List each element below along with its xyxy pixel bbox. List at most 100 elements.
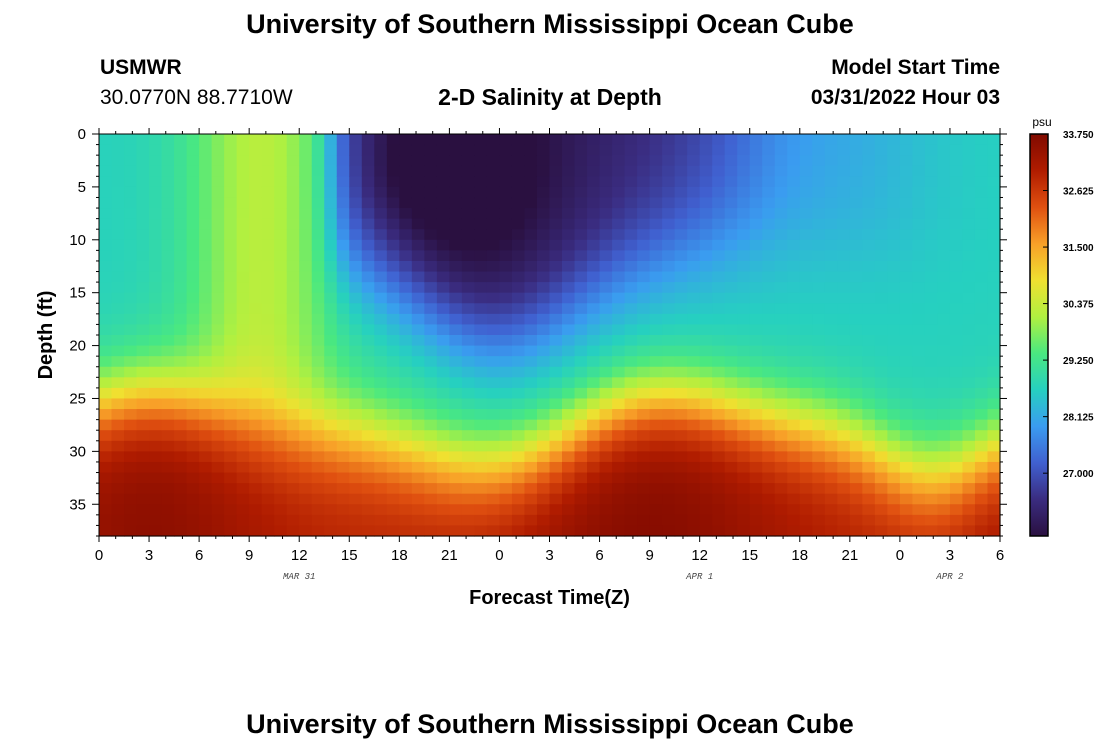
heatmap-cell — [824, 134, 838, 146]
heatmap-cell — [386, 366, 400, 378]
heatmap-cell — [699, 324, 713, 336]
heatmap-cell — [286, 218, 300, 230]
heatmap-cell — [336, 440, 350, 452]
heatmap-cell — [449, 461, 463, 474]
heatmap-cell — [424, 345, 438, 357]
heatmap-cell — [449, 229, 463, 241]
heatmap-cell — [374, 250, 388, 262]
heatmap-cell — [937, 493, 951, 505]
heatmap-cell — [712, 493, 726, 505]
heatmap-cell — [837, 430, 851, 442]
heatmap-cell — [411, 155, 425, 167]
heatmap-cell — [261, 208, 275, 220]
heatmap-cell — [136, 239, 150, 251]
heatmap-cell — [549, 144, 563, 156]
heatmap-cell — [136, 387, 150, 400]
heatmap-cell — [186, 398, 200, 410]
heatmap-cell — [624, 271, 638, 283]
heatmap-cell — [887, 155, 901, 167]
heatmap-cell — [687, 260, 701, 273]
heatmap-cell — [774, 356, 788, 368]
heatmap-cell — [674, 377, 688, 389]
heatmap-cell — [374, 271, 388, 283]
heatmap-cell — [574, 472, 588, 484]
heatmap-cell — [361, 451, 375, 463]
heatmap-cell — [687, 356, 701, 368]
heatmap-cell — [99, 504, 113, 516]
heatmap-cell — [274, 303, 288, 315]
heatmap-cell — [587, 208, 601, 220]
heatmap-cell — [299, 525, 313, 537]
heatmap-cell — [687, 313, 701, 326]
heatmap-cell — [461, 366, 476, 378]
heatmap-cell — [274, 409, 288, 421]
heatmap-cell — [912, 313, 926, 326]
heatmap-cell — [111, 430, 125, 442]
heatmap-cell — [674, 472, 688, 484]
heatmap-cell — [574, 155, 588, 167]
heatmap-cell — [311, 461, 325, 474]
heatmap-cell — [687, 514, 701, 527]
heatmap-cell — [899, 335, 913, 347]
heatmap-cell — [524, 186, 538, 199]
heatmap-cell — [511, 525, 526, 537]
heatmap-cell — [649, 525, 663, 537]
heatmap-cell — [461, 292, 476, 304]
heatmap-cell — [274, 335, 288, 347]
heatmap-cell — [186, 271, 200, 283]
heatmap-cell — [674, 144, 688, 156]
heatmap-cell — [336, 377, 350, 389]
heatmap-cell — [149, 144, 163, 156]
heatmap-cell — [199, 155, 213, 167]
heatmap-cell — [662, 451, 676, 463]
heatmap-cell — [899, 366, 913, 378]
heatmap-cell — [624, 144, 638, 156]
heatmap-cell — [499, 440, 513, 452]
heatmap-cell — [386, 208, 400, 220]
heatmap-cell — [324, 398, 338, 410]
heatmap-cell — [386, 409, 400, 421]
heatmap-cell — [849, 324, 863, 336]
heatmap-cell — [461, 472, 476, 484]
heatmap-cell — [124, 197, 138, 209]
heatmap-cell — [624, 525, 638, 537]
heatmap-cell — [124, 186, 138, 199]
heatmap-cell — [974, 144, 989, 156]
heatmap-cell — [261, 186, 275, 199]
heatmap-cell — [311, 335, 325, 347]
heatmap-cell — [562, 514, 576, 527]
heatmap-cell — [587, 419, 601, 431]
heatmap-cell — [136, 176, 150, 188]
heatmap-cell — [599, 271, 613, 283]
heatmap-cell — [949, 387, 964, 400]
heatmap-cell — [424, 472, 438, 484]
heatmap-cell — [962, 176, 976, 188]
heatmap-cell — [324, 197, 338, 209]
heatmap-cell — [837, 377, 851, 389]
heatmap-cell — [474, 483, 488, 495]
heatmap-cell — [749, 377, 763, 389]
heatmap-cell — [324, 345, 338, 357]
heatmap-cell — [599, 345, 613, 357]
heatmap-cell — [349, 271, 363, 283]
heatmap-cell — [286, 229, 300, 241]
heatmap-cell — [374, 282, 388, 294]
heatmap-cell — [724, 493, 738, 505]
heatmap-cell — [174, 229, 188, 241]
x-tick-label: 12 — [291, 547, 308, 564]
heatmap-cell — [261, 239, 275, 251]
heatmap-cell — [224, 377, 238, 389]
heatmap-cell — [336, 419, 350, 431]
heatmap-cell — [662, 165, 676, 177]
heatmap-cell — [274, 440, 288, 452]
heatmap-cell — [186, 356, 200, 368]
heatmap-cell — [449, 176, 463, 188]
heatmap-cell — [974, 472, 989, 484]
heatmap-cell — [249, 260, 263, 273]
heatmap-cell — [224, 282, 238, 294]
heatmap-cell — [774, 345, 788, 357]
heatmap-cell — [774, 514, 788, 527]
heatmap-cell — [849, 229, 863, 241]
heatmap-cell — [799, 461, 813, 474]
heatmap-cell — [124, 377, 138, 389]
